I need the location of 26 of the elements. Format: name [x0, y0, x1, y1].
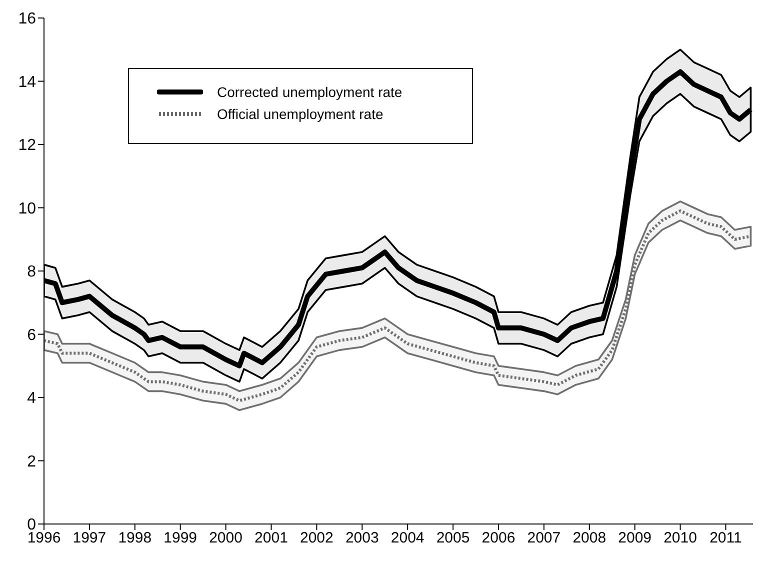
y-tick-label: 4 [27, 390, 36, 408]
x-tick-label: 1998 [118, 530, 152, 547]
x-tick-label: 1999 [164, 530, 198, 547]
x-tick-label: 2008 [572, 530, 606, 547]
x-tick-label: 2003 [345, 530, 379, 547]
x-tick-label: 1997 [72, 530, 106, 547]
x-tick-label: 2004 [390, 530, 424, 547]
x-tick-label: 1996 [27, 530, 61, 547]
y-tick-label: 12 [18, 137, 36, 154]
x-tick-label: 2010 [664, 530, 697, 547]
y-tick-label: 16 [18, 10, 36, 28]
x-tick-label: 2002 [300, 530, 334, 547]
legend-label: Official unemployment rate [217, 106, 384, 122]
x-tick-label: 2009 [618, 530, 652, 547]
y-tick-label: 10 [18, 200, 36, 218]
x-tick-label: 2006 [482, 530, 516, 547]
x-tick-label: 2011 [710, 530, 742, 547]
y-tick-label: 8 [27, 264, 36, 281]
x-tick-label: 2005 [436, 530, 470, 547]
y-tick-label: 2 [27, 453, 36, 470]
legend-label: Corrected unemployment rate [217, 84, 402, 100]
y-tick-label: 6 [27, 326, 36, 344]
y-tick-label: 14 [18, 74, 36, 91]
x-tick-label: 2007 [527, 530, 561, 547]
x-tick-label: 2000 [209, 530, 242, 547]
x-tick-label: 2001 [254, 530, 288, 547]
